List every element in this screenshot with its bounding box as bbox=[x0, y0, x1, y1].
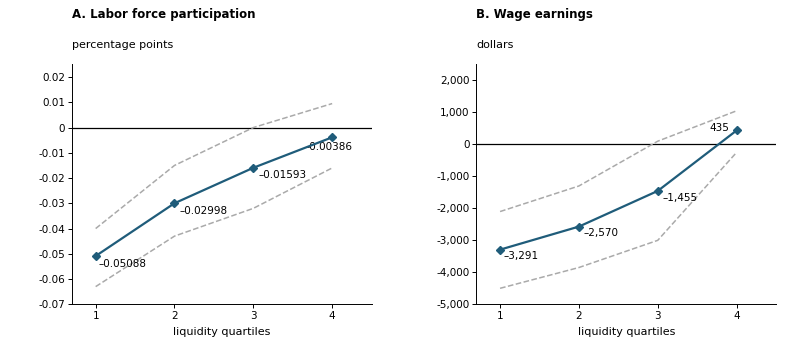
Text: –0.01593: –0.01593 bbox=[258, 170, 306, 180]
X-axis label: liquidity quartiles: liquidity quartiles bbox=[578, 327, 675, 337]
Text: –0.02998: –0.02998 bbox=[179, 206, 227, 216]
Text: –0.05088: –0.05088 bbox=[99, 258, 147, 268]
Text: –3,291: –3,291 bbox=[503, 251, 538, 261]
Text: –0.00386: –0.00386 bbox=[305, 142, 353, 153]
Text: 435: 435 bbox=[709, 123, 729, 133]
Text: –2,570: –2,570 bbox=[584, 228, 618, 238]
Text: percentage points: percentage points bbox=[72, 40, 174, 50]
Text: B. Wage earnings: B. Wage earnings bbox=[477, 8, 594, 21]
X-axis label: liquidity quartiles: liquidity quartiles bbox=[173, 327, 270, 337]
Text: –1,455: –1,455 bbox=[662, 193, 698, 203]
Text: dollars: dollars bbox=[477, 40, 514, 50]
Text: A. Labor force participation: A. Labor force participation bbox=[72, 8, 255, 21]
